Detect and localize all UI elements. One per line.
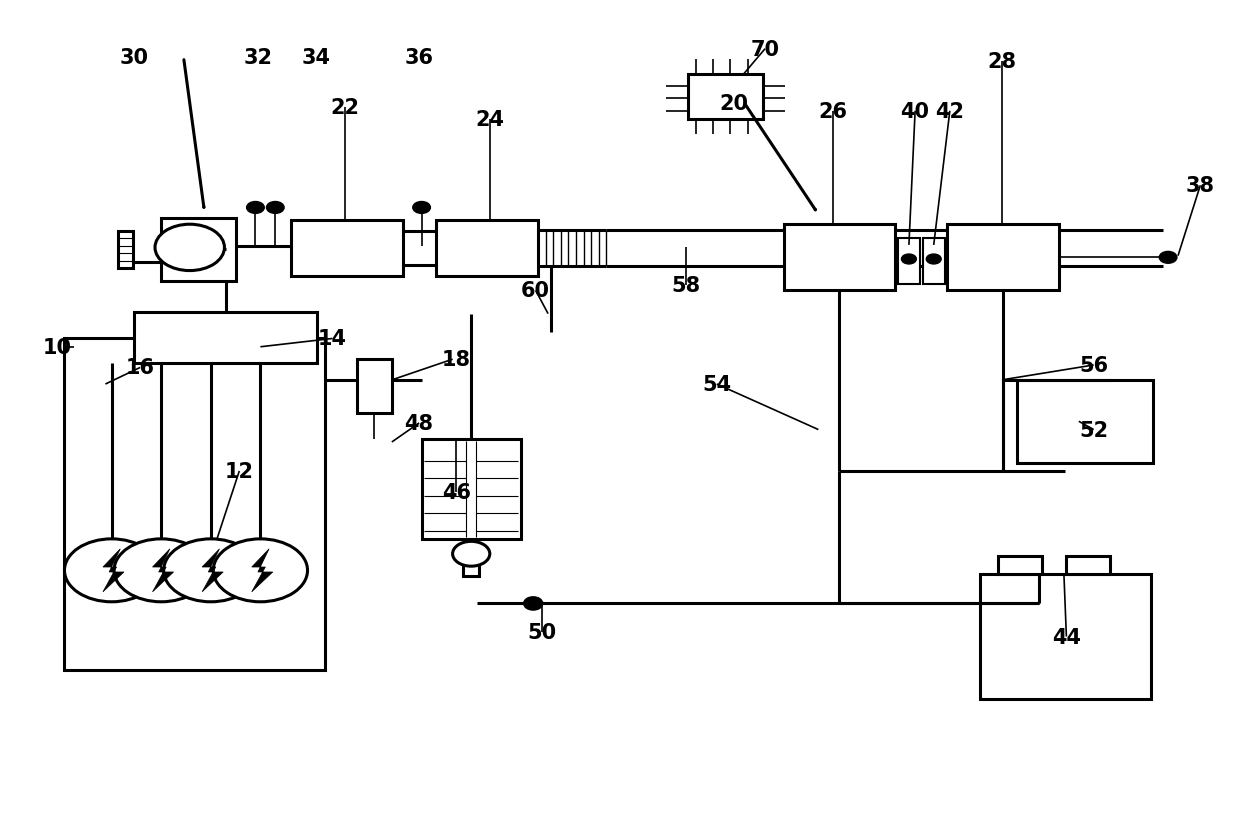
Bar <box>1017 380 1153 463</box>
Text: 24: 24 <box>475 110 505 130</box>
Bar <box>422 440 521 539</box>
Text: 10: 10 <box>42 337 72 357</box>
Bar <box>947 225 1059 291</box>
Bar <box>161 219 236 281</box>
Text: 26: 26 <box>818 102 848 122</box>
Text: 20: 20 <box>719 93 749 113</box>
Bar <box>291 221 403 277</box>
Text: 48: 48 <box>404 414 434 433</box>
Circle shape <box>901 255 916 265</box>
Text: 14: 14 <box>317 329 347 349</box>
Text: 54: 54 <box>702 375 732 394</box>
Polygon shape <box>252 549 273 592</box>
Text: 30: 30 <box>119 48 149 68</box>
Circle shape <box>926 255 941 265</box>
Text: 16: 16 <box>125 358 155 378</box>
Bar <box>923 239 945 284</box>
Circle shape <box>155 225 224 271</box>
Circle shape <box>64 539 159 602</box>
Text: 46: 46 <box>441 482 471 502</box>
Text: 38: 38 <box>1185 176 1215 196</box>
Text: 22: 22 <box>330 98 360 117</box>
Text: 52: 52 <box>1079 420 1109 440</box>
Circle shape <box>525 598 542 609</box>
Text: 32: 32 <box>243 48 273 68</box>
Bar <box>898 239 920 284</box>
Bar <box>1066 557 1110 575</box>
Text: 40: 40 <box>900 102 930 122</box>
Circle shape <box>267 203 284 214</box>
Circle shape <box>213 539 308 602</box>
Bar <box>134 313 317 364</box>
Bar <box>64 339 325 670</box>
Text: 12: 12 <box>224 461 254 481</box>
Circle shape <box>1159 252 1177 264</box>
Text: 70: 70 <box>750 40 780 60</box>
Text: 28: 28 <box>987 52 1017 72</box>
Text: 18: 18 <box>441 350 471 370</box>
Bar <box>688 74 763 120</box>
Circle shape <box>453 542 490 566</box>
Text: 44: 44 <box>1052 627 1081 647</box>
Bar <box>784 225 895 291</box>
Polygon shape <box>103 549 124 592</box>
Bar <box>118 232 133 269</box>
Text: 56: 56 <box>1079 356 1109 375</box>
Circle shape <box>114 539 208 602</box>
Circle shape <box>247 203 264 214</box>
Bar <box>357 360 392 414</box>
Polygon shape <box>153 549 174 592</box>
Text: 60: 60 <box>521 281 551 301</box>
Bar <box>998 557 1042 575</box>
Text: 58: 58 <box>671 275 701 295</box>
Text: 34: 34 <box>301 48 331 68</box>
Text: 42: 42 <box>935 102 965 122</box>
Circle shape <box>413 203 430 214</box>
Bar <box>436 221 538 277</box>
Text: 36: 36 <box>404 48 434 68</box>
Bar <box>980 575 1151 699</box>
Circle shape <box>164 539 258 602</box>
Text: 50: 50 <box>527 623 557 643</box>
Polygon shape <box>202 549 223 592</box>
Bar <box>464 553 479 576</box>
